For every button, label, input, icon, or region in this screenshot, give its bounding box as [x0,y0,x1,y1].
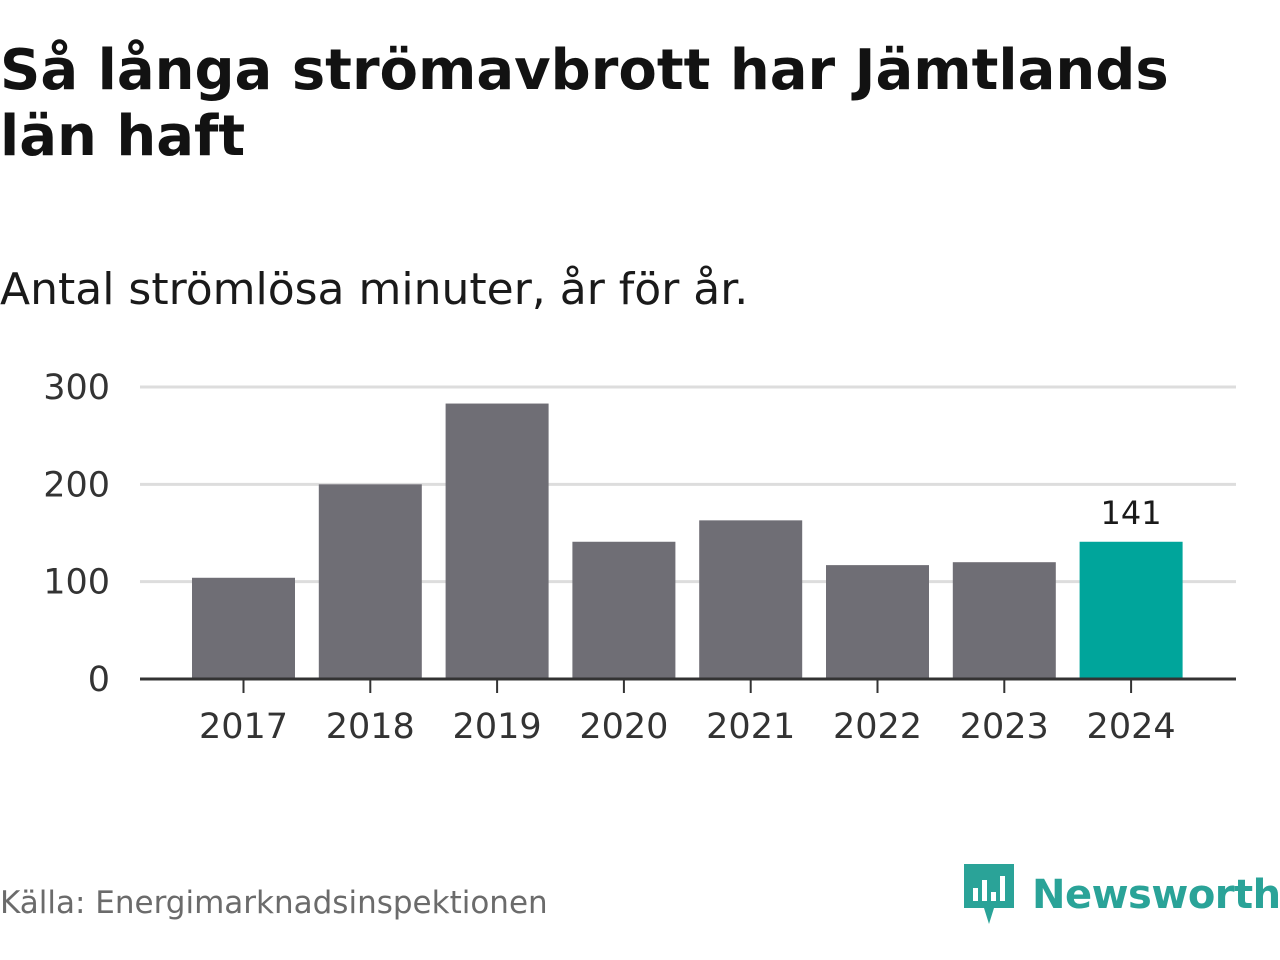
bar-2018 [318,484,422,679]
x-tick-label-2022: 2022 [833,707,922,747]
y-tick-label: 0 [88,660,110,700]
data-labels: 141 [1101,494,1162,532]
x-tick-label-2021: 2021 [706,707,795,747]
data-label-2024: 141 [1101,494,1162,532]
brand-name: Newsworthy [1032,872,1280,918]
gridlines [140,385,1236,584]
bar-2022 [826,565,929,679]
x-tick-label-2024: 2024 [1087,707,1176,747]
x-tick-label-2017: 2017 [199,707,288,747]
bar-2019 [445,403,549,679]
source-note: Källa: Energimarknadsinspektionen [0,885,548,921]
chart-title: Så långa strömavbrott har Jämtlands län … [0,38,1169,169]
y-axis-ticks: 0 100 200 300 [43,368,110,700]
x-axis: 2017 2018 2019 2020 2021 2022 2023 2024 [140,677,1236,747]
y-tick-label: 100 [43,563,110,603]
x-tick-label-2020: 2020 [579,707,668,747]
bar-2017 [192,577,295,679]
x-tick-label-2023: 2023 [960,707,1049,747]
bar-2023 [952,562,1056,679]
x-tick-label-2019: 2019 [453,707,542,747]
bar-2020 [572,541,676,679]
bar-2024 [1079,541,1183,679]
chart-subtitle: Antal strömlösa minuter, år för år. [0,264,749,315]
bar-2021 [699,520,803,679]
bars [192,403,1183,679]
x-tick-label-2018: 2018 [326,707,415,747]
newsworthy-logo-icon [964,864,1014,924]
brand-logo: Newsworthy [964,864,1280,926]
y-tick-label: 200 [43,465,110,505]
y-tick-label: 300 [43,368,110,408]
